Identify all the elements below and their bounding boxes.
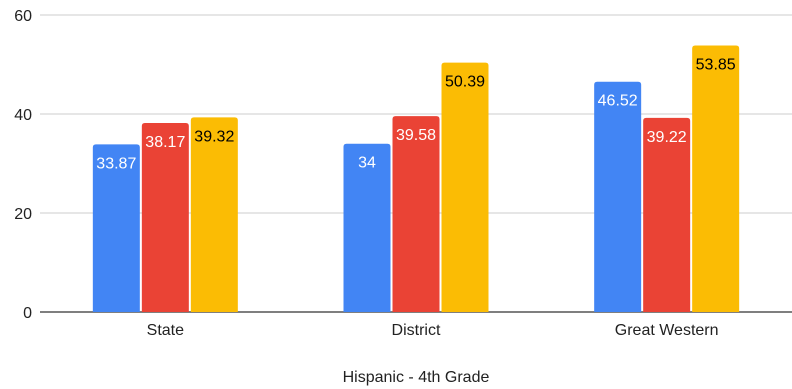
bar-value-label: 53.85 xyxy=(696,56,736,73)
bars xyxy=(92,45,740,313)
x-category-label: District xyxy=(392,322,441,339)
bar xyxy=(594,81,642,312)
bar xyxy=(190,117,238,312)
bar-value-label: 33.87 xyxy=(96,155,136,172)
bar xyxy=(141,123,189,312)
x-axis-categories: State District Great Western xyxy=(147,322,719,339)
bar-value-label: 50.39 xyxy=(445,74,485,91)
bar xyxy=(692,45,740,312)
bar-value-label: 39.22 xyxy=(647,129,687,146)
x-category-label: Great Western xyxy=(615,322,719,339)
bar xyxy=(441,62,489,312)
bar-value-label: 39.58 xyxy=(396,127,436,144)
data-labels: 33.87 38.17 39.32 34 39.58 50.39 46.52 39.22 53.… xyxy=(96,56,735,172)
bar-value-label: 34 xyxy=(358,155,376,172)
y-tick-label: 60 xyxy=(14,8,32,25)
x-axis-title: Hispanic - 4th Grade xyxy=(343,369,490,386)
bar xyxy=(92,144,140,312)
bar-value-label: 46.52 xyxy=(598,93,638,110)
y-tick-label: 0 xyxy=(23,305,32,322)
y-tick-label: 40 xyxy=(14,107,32,124)
bar-value-label: 38.17 xyxy=(145,134,185,151)
bar-value-label: 39.32 xyxy=(194,128,234,145)
x-category-label: State xyxy=(147,322,184,339)
y-tick-label: 20 xyxy=(14,206,32,223)
y-axis-ticks: 0 20 40 60 xyxy=(14,8,32,322)
bar xyxy=(643,117,691,313)
bar xyxy=(343,143,391,312)
bar xyxy=(392,116,440,312)
